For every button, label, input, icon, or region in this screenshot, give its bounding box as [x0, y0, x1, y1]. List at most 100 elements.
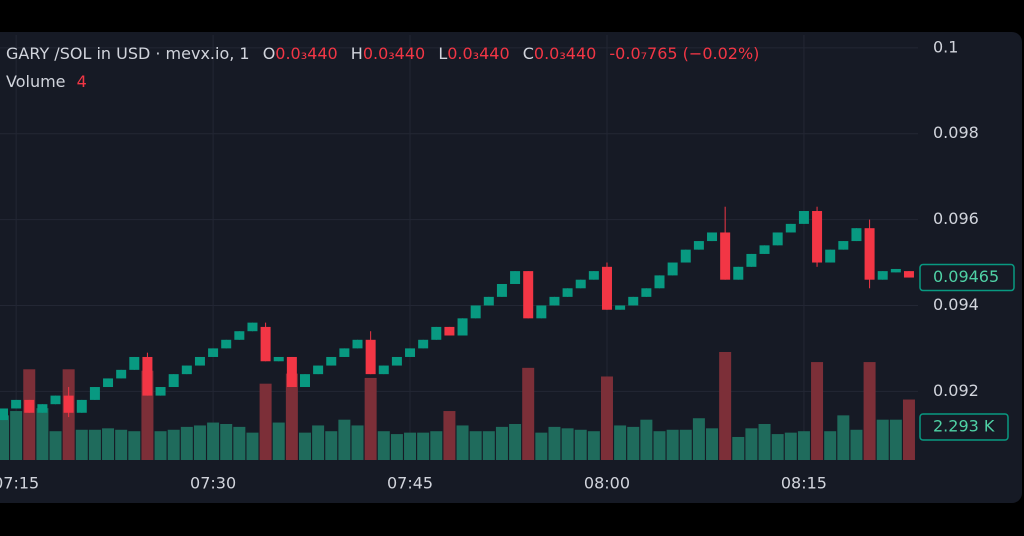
volume-bar: [220, 424, 233, 460]
volume-bar: [180, 426, 193, 460]
ohlc-value: 0.0₃440: [447, 44, 509, 63]
volume-bar: [390, 434, 403, 460]
volume-bar: [679, 429, 692, 460]
candle-body: [444, 326, 455, 336]
candle-body: [299, 374, 310, 388]
candle-body: [851, 228, 862, 242]
candle-body: [129, 356, 140, 370]
price-tag: 0.09465: [933, 267, 999, 286]
ohlc-value: 0.0₃440: [534, 44, 596, 63]
volume-bar: [495, 426, 508, 460]
volume-bar: [469, 431, 482, 460]
volume-bar: [351, 425, 364, 460]
x-tick-label: 07:15: [0, 474, 39, 493]
candle-body: [116, 369, 127, 379]
candle-body: [37, 404, 48, 413]
volume-bar: [548, 426, 561, 460]
volume-bar: [745, 428, 758, 460]
candle-body: [864, 228, 875, 280]
candle-body: [733, 266, 744, 280]
ohlc-key: H: [351, 44, 363, 63]
chart-title: GARY /SOL in USD · mevx.io, 1: [6, 44, 250, 63]
volume-bar: [10, 411, 23, 460]
volume-bar: [285, 373, 298, 460]
y-tick-label: 0.1: [933, 37, 958, 56]
candle-body: [890, 268, 901, 273]
volume-layer: [0, 352, 915, 460]
volume-legend: Volume 4: [6, 72, 87, 91]
volume-bar: [535, 432, 548, 460]
volume-bar: [640, 419, 653, 460]
candle-body: [339, 348, 350, 357]
volume-bar: [404, 432, 417, 460]
ohlc-value: 0.0₃440: [363, 44, 425, 63]
candle-body: [273, 356, 284, 362]
legend-line: GARY /SOL in USD · mevx.io, 1 O0.0₃440 H…: [6, 44, 759, 63]
candle-body: [483, 296, 494, 306]
volume-bar: [49, 431, 62, 460]
volume-bar: [102, 428, 115, 460]
volume-tag-box: [919, 413, 1009, 441]
candle-body: [221, 339, 232, 349]
volume-bar: [522, 367, 535, 460]
candle-body: [24, 399, 35, 413]
volume-bar: [758, 424, 771, 460]
candle-body: [812, 211, 823, 263]
volume-bar: [75, 429, 88, 460]
ohlc-key: O: [263, 44, 276, 63]
candle-body: [286, 356, 297, 388]
candle-body: [247, 322, 258, 332]
candle-body: [536, 305, 547, 319]
candle-body: [155, 387, 166, 396]
volume-bar: [430, 431, 443, 460]
volume-value: 4: [77, 72, 87, 91]
chart-panel: [0, 32, 1022, 503]
volume-bar: [666, 429, 679, 460]
candle-body: [168, 374, 179, 388]
volume-bar: [889, 419, 902, 460]
candle-body: [575, 279, 586, 289]
candle-body: [313, 365, 324, 375]
candle-body: [142, 356, 153, 396]
candle-body: [746, 253, 757, 267]
volume-bar: [706, 428, 719, 460]
candle-body: [903, 271, 914, 278]
y-tick-label: 0.096: [933, 209, 979, 228]
volume-bar: [850, 429, 863, 460]
x-tick-label: 07:45: [387, 474, 433, 493]
volume-bar: [312, 425, 325, 460]
candle-body: [89, 387, 100, 400]
candle-layer: [0, 206, 914, 421]
candle-body: [326, 356, 337, 366]
candle-body: [641, 288, 652, 297]
candle-body: [470, 305, 481, 319]
volume-bar: [653, 431, 666, 460]
candle-body: [431, 326, 442, 340]
volume-bar: [600, 376, 613, 460]
candle-body: [838, 241, 849, 250]
candle-body: [825, 249, 836, 263]
ohlc-value: 0.0₃440: [275, 44, 337, 63]
volume-bar: [259, 383, 272, 460]
volume-tag: 2.293 K: [933, 416, 995, 435]
volume-bar: [167, 429, 180, 460]
candle-body: [523, 271, 534, 319]
candle-body: [352, 339, 363, 349]
candle-body: [234, 331, 245, 340]
volume-bar: [417, 432, 430, 460]
volume-bar: [377, 431, 390, 460]
volume-bar: [587, 431, 600, 460]
change-value: -0.0₇765 (−0.02%): [609, 44, 759, 63]
y-tick-label: 0.094: [933, 295, 979, 314]
candle-body: [693, 241, 704, 250]
volume-bar: [771, 434, 784, 460]
volume-bar: [811, 362, 824, 460]
volume-bar: [338, 419, 351, 460]
candle-body: [877, 271, 888, 280]
volume-bar: [154, 431, 167, 460]
volume-bar: [902, 399, 915, 460]
candle-body: [667, 262, 678, 276]
candle-body: [562, 288, 573, 297]
candle-body: [405, 348, 416, 357]
